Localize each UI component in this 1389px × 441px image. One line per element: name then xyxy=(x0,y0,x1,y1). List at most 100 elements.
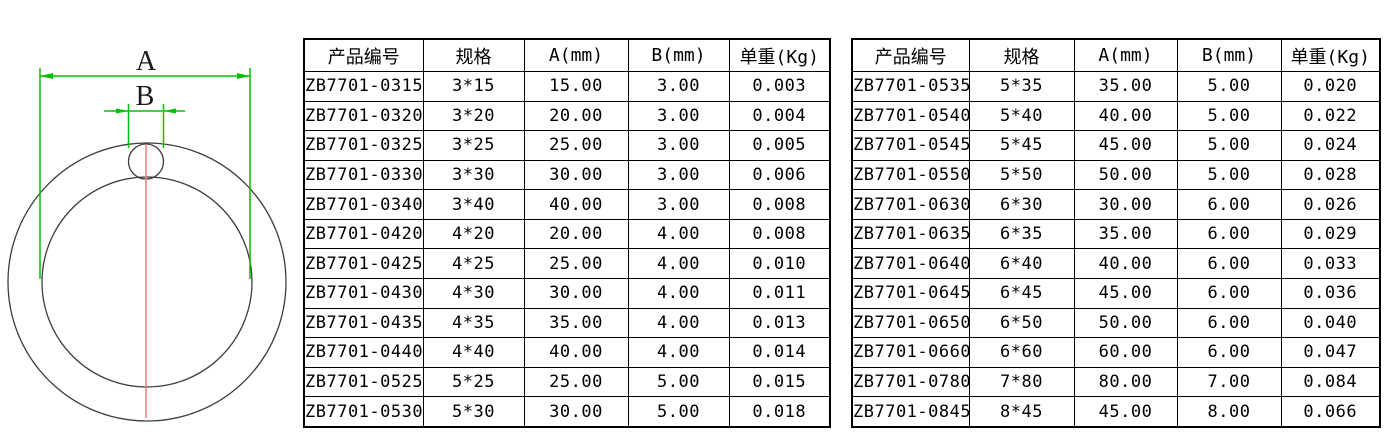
table-cell: 6.00 xyxy=(1176,248,1282,279)
table-row: ZB7701-0540 5*40 40.00 5.00 0.022 xyxy=(851,100,1381,132)
table-cell: 50.00 xyxy=(1073,159,1178,191)
table-row: ZB7701-0535 5*35 35.00 5.00 0.020 xyxy=(851,71,1381,102)
table-row: ZB7701-0320 3*20 20.00 3.00 0.004 xyxy=(303,100,831,132)
table-row: ZB7701-0630 6*30 30.00 6.00 0.026 xyxy=(851,189,1381,220)
table-cell: ZB7701-0340 xyxy=(303,189,424,220)
table-cell: 6*50 xyxy=(968,307,1075,339)
table-cell: 6.00 xyxy=(1176,337,1282,368)
table-cell: ZB7701-0650 xyxy=(851,307,970,339)
table-cell: 25.00 xyxy=(523,130,629,161)
table-cell: 45.00 xyxy=(1073,396,1178,428)
table-cell: 5.00 xyxy=(1176,100,1282,132)
column-header: 产品编号 xyxy=(851,38,970,72)
table-cell: 3.00 xyxy=(627,159,730,191)
table-cell: 0.029 xyxy=(1280,218,1381,250)
table-row: ZB7701-0645 6*45 45.00 6.00 0.036 xyxy=(851,277,1381,309)
table-row: ZB7701-0440 4*40 40.00 4.00 0.014 xyxy=(303,337,831,368)
table-cell: ZB7701-0660 xyxy=(851,337,970,368)
table-cell: 0.013 xyxy=(728,307,831,339)
table-cell: ZB7701-0425 xyxy=(303,248,424,279)
table-cell: 5*40 xyxy=(968,100,1075,132)
table-row: ZB7701-0845 8*45 45.00 8.00 0.066 xyxy=(851,396,1381,428)
column-header: 规格 xyxy=(968,38,1075,72)
table-cell: 3*20 xyxy=(422,100,525,132)
table-cell: 7.00 xyxy=(1176,366,1282,398)
spec-table-left: 产品编号 规格 A(mm) B(mm) 单重(Kg) ZB7701-0315 3*15 15… xyxy=(303,38,831,428)
table-cell: 0.005 xyxy=(728,130,831,161)
table-cell: ZB7701-0525 xyxy=(303,366,424,398)
table-cell: 4.00 xyxy=(627,307,730,339)
table-cell: 30.00 xyxy=(523,159,629,191)
table-cell: ZB7701-0420 xyxy=(303,218,424,250)
table-row: ZB7701-0340 3*40 40.00 3.00 0.008 xyxy=(303,189,831,220)
table-cell: 15.00 xyxy=(523,71,629,102)
table-cell: ZB7701-0550 xyxy=(851,159,970,191)
table-cell: 6.00 xyxy=(1176,307,1282,339)
column-header: 规格 xyxy=(422,38,525,72)
table-cell: 7*80 xyxy=(968,366,1075,398)
spec-table-right: 产品编号 规格 A(mm) B(mm) 单重(Kg) ZB7701-0535 5*35 35… xyxy=(851,38,1381,428)
table-cell: ZB7701-0435 xyxy=(303,307,424,339)
table-cell: 4*35 xyxy=(422,307,525,339)
table-cell: 35.00 xyxy=(1073,218,1178,250)
table-cell: 6*60 xyxy=(968,337,1075,368)
table-row: ZB7701-0635 6*35 35.00 6.00 0.029 xyxy=(851,218,1381,250)
table-cell: 4*40 xyxy=(422,337,525,368)
table-cell: 4.00 xyxy=(627,248,730,279)
table-row: ZB7701-0550 5*50 50.00 5.00 0.028 xyxy=(851,159,1381,191)
table-row: ZB7701-0425 4*25 25.00 4.00 0.010 xyxy=(303,248,831,279)
table-cell: 3.00 xyxy=(627,189,730,220)
table-cell: 8.00 xyxy=(1176,396,1282,428)
table-cell: 25.00 xyxy=(523,366,629,398)
table-cell: 5*25 xyxy=(422,366,525,398)
table-cell: 30.00 xyxy=(523,396,629,428)
table-cell: 0.011 xyxy=(728,277,831,309)
table-cell: 6.00 xyxy=(1176,189,1282,220)
header-row: 产品编号 规格 A(mm) B(mm) 单重(Kg) xyxy=(851,38,1381,72)
table-row: ZB7701-0430 4*30 30.00 4.00 0.011 xyxy=(303,277,831,309)
table-cell: ZB7701-0845 xyxy=(851,396,970,428)
table-row: ZB7701-0325 3*25 25.00 3.00 0.005 xyxy=(303,130,831,161)
dimension-a-label: A xyxy=(136,46,157,77)
table-cell: 0.020 xyxy=(1280,71,1381,102)
ring-diagram: A B xyxy=(7,46,287,422)
ring-inner-circle xyxy=(41,176,253,388)
table-row: ZB7701-0780 7*80 80.00 7.00 0.084 xyxy=(851,366,1381,398)
table-cell: 0.022 xyxy=(1280,100,1381,132)
table-row: ZB7701-0525 5*25 25.00 5.00 0.015 xyxy=(303,366,831,398)
table-cell: ZB7701-0440 xyxy=(303,337,424,368)
table-cell: 3*25 xyxy=(422,130,525,161)
table-cell: 35.00 xyxy=(523,307,629,339)
table-cell: 5.00 xyxy=(1176,159,1282,191)
table-cell: 0.014 xyxy=(728,337,831,368)
table-cell: 3.00 xyxy=(627,100,730,132)
table-cell: ZB7701-0645 xyxy=(851,277,970,309)
column-header: B(mm) xyxy=(627,38,730,72)
table-row: ZB7701-0660 6*60 60.00 6.00 0.047 xyxy=(851,337,1381,368)
table-cell: 40.00 xyxy=(1073,100,1178,132)
table-row: ZB7701-0545 5*45 45.00 5.00 0.024 xyxy=(851,130,1381,161)
ring-outer-circle xyxy=(7,142,287,422)
table-cell: 0.018 xyxy=(728,396,831,428)
table-cell: 5.00 xyxy=(627,396,730,428)
table-row: ZB7701-0650 6*50 50.00 6.00 0.040 xyxy=(851,307,1381,339)
table-cell: 3*15 xyxy=(422,71,525,102)
table-cell: 5*30 xyxy=(422,396,525,428)
table-cell: ZB7701-0540 xyxy=(851,100,970,132)
table-cell: 4.00 xyxy=(627,218,730,250)
table-cell: 0.004 xyxy=(728,100,831,132)
table-cell: 0.028 xyxy=(1280,159,1381,191)
table-cell: 0.015 xyxy=(728,366,831,398)
table-row: ZB7701-0330 3*30 30.00 3.00 0.006 xyxy=(303,159,831,191)
table-cell: 0.047 xyxy=(1280,337,1381,368)
table-cell: 0.006 xyxy=(728,159,831,191)
table-cell: ZB7701-0635 xyxy=(851,218,970,250)
table-cell: 0.010 xyxy=(728,248,831,279)
table-cell: 5.00 xyxy=(1176,71,1282,102)
table-cell: 4*30 xyxy=(422,277,525,309)
table-cell: 5*45 xyxy=(968,130,1075,161)
table-cell: 30.00 xyxy=(1073,189,1178,220)
table-cell: ZB7701-0530 xyxy=(303,396,424,428)
table-cell: 5*50 xyxy=(968,159,1075,191)
